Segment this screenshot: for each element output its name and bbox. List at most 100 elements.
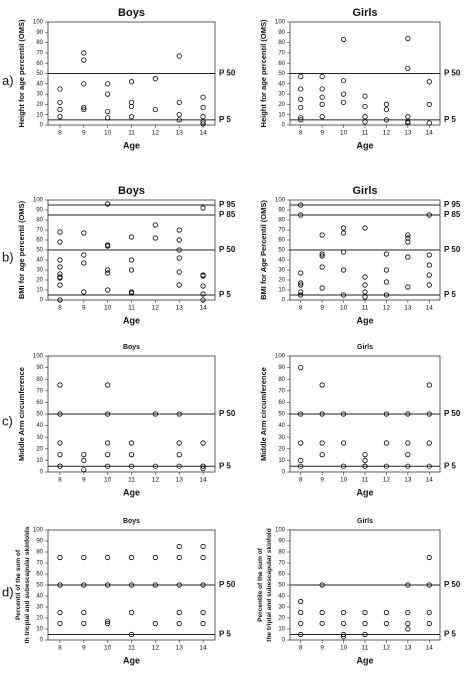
y-tick-label: 90 (36, 539, 43, 545)
x-axis-label: Age (123, 315, 140, 325)
data-point (405, 451, 411, 458)
data-point (298, 411, 304, 417)
data-point (105, 91, 111, 97)
data-point (200, 297, 206, 303)
y-tick-label: 100 (275, 198, 286, 204)
y-tick-label: 0 (282, 298, 286, 304)
reference-label: P 85 (444, 210, 461, 219)
data-point (81, 57, 87, 63)
data-point (383, 440, 390, 446)
data-point (57, 106, 63, 113)
data-point (405, 120, 411, 126)
data-point (128, 451, 135, 458)
data-point (426, 252, 432, 258)
y-tick-label: 30 (36, 268, 43, 274)
data-point (200, 543, 206, 550)
data-point (176, 237, 182, 243)
reference-label: P 50 (219, 409, 236, 418)
data-point (200, 94, 206, 100)
data-point (383, 251, 390, 257)
x-tick-label: 11 (362, 645, 369, 652)
data-point (128, 103, 135, 110)
reference-label: P 5 (444, 461, 456, 470)
data-point (298, 115, 304, 121)
data-point (319, 101, 325, 108)
y-tick-label: 30 (278, 435, 285, 441)
data-point (81, 50, 87, 56)
y-tick-label: 90 (278, 539, 285, 545)
reference-label: P 50 (219, 580, 236, 589)
data-point (200, 119, 206, 125)
data-point (362, 93, 368, 99)
data-point (176, 255, 182, 261)
y-tick-label: 0 (282, 470, 286, 476)
data-point (319, 94, 325, 100)
data-point (405, 411, 411, 417)
y-tick-label: 0 (40, 123, 44, 129)
data-point (176, 282, 182, 288)
panel: Girls 0 10 20 30 40 50 60 70 80 90 100 8 9 10 11 12 13 14 A… (259, 344, 461, 498)
data-point (105, 463, 111, 469)
data-point (105, 440, 111, 446)
x-tick-label: 11 (128, 305, 135, 312)
x-tick-label: 11 (128, 645, 135, 652)
data-point (298, 96, 304, 102)
data-point (319, 411, 325, 417)
x-tick-label: 14 (199, 477, 207, 484)
y-tick-label: 70 (36, 228, 43, 234)
data-point (405, 65, 411, 71)
x-tick-label: 9 (82, 477, 86, 484)
reference-label: P 95 (219, 200, 236, 209)
data-point (405, 582, 411, 588)
data-point (298, 202, 304, 208)
data-point (405, 239, 411, 245)
x-tick-label: 12 (152, 477, 160, 484)
data-point (152, 554, 158, 561)
data-point (105, 451, 111, 458)
x-tick-label: 13 (176, 645, 184, 652)
data-point (298, 280, 304, 286)
data-point (319, 382, 325, 388)
data-point (105, 267, 111, 273)
data-point (176, 269, 182, 275)
data-point (176, 117, 182, 123)
data-point (200, 273, 206, 279)
data-point (426, 382, 432, 388)
data-point (128, 582, 135, 588)
data-point (319, 73, 325, 80)
y-tick-label: 0 (282, 638, 286, 644)
x-tick-label: 8 (58, 130, 62, 137)
data-point (362, 119, 368, 125)
x-tick-label: 8 (299, 477, 303, 484)
x-tick-label: 8 (58, 305, 62, 312)
y-tick-label: 10 (278, 288, 285, 294)
data-point (319, 264, 325, 270)
reference-label: P 50 (219, 245, 236, 254)
data-point (298, 73, 304, 80)
data-point (298, 212, 304, 218)
y-axis-label: Middle Arm circumference (17, 367, 26, 461)
data-point (298, 440, 304, 446)
data-point (383, 609, 390, 616)
x-tick-label: 9 (82, 645, 86, 652)
data-point (81, 81, 87, 87)
y-tick-label: 20 (36, 616, 43, 622)
y-tick-label: 50 (36, 583, 43, 589)
y-tick-label: 50 (278, 248, 285, 254)
y-tick-label: 40 (36, 594, 43, 600)
data-point (176, 99, 182, 105)
data-point (200, 582, 206, 588)
data-point (105, 382, 111, 388)
data-point (57, 114, 63, 120)
data-point (405, 620, 411, 627)
data-point (176, 227, 182, 233)
data-point (340, 411, 347, 417)
data-point (152, 620, 158, 627)
y-tick-label: 20 (36, 446, 43, 452)
y-tick-label: 10 (36, 112, 43, 118)
y-tick-label: 60 (278, 572, 285, 578)
x-axis-label: Age (356, 487, 373, 497)
data-point (298, 620, 304, 627)
y-axis-label: Height for age percentil (OMS) (259, 19, 268, 127)
x-tick-label: 13 (404, 130, 412, 137)
